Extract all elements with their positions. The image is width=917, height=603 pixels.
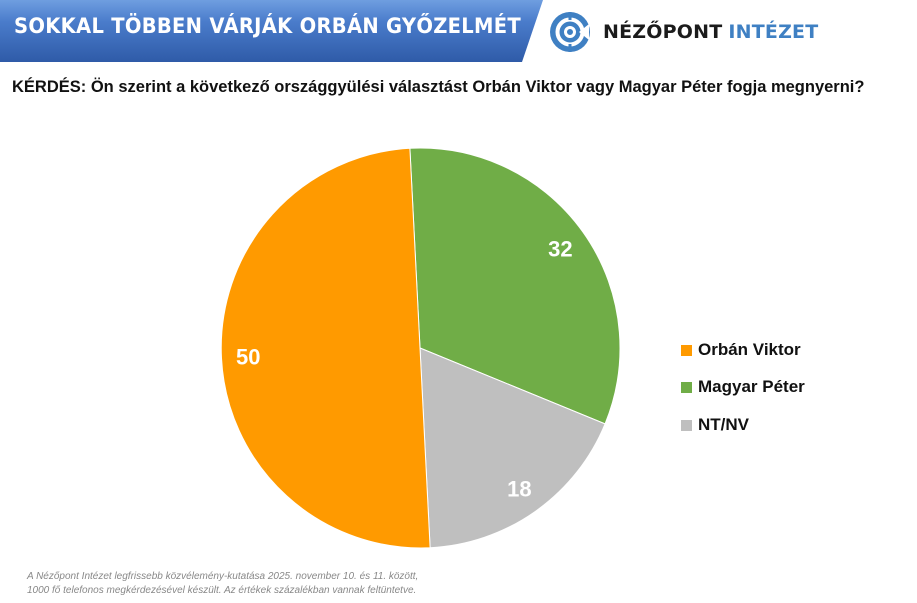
legend-item-orban: Orbán Viktor xyxy=(681,340,801,360)
legend-label: Magyar Péter xyxy=(698,377,805,396)
legend-swatch-magyar xyxy=(681,381,692,393)
nezopont-logo-icon xyxy=(550,12,590,52)
data-label-magyar: 32 xyxy=(548,237,572,262)
logo-text: NÉZŐPONT INTÉZET xyxy=(603,21,818,43)
chart-title: SOKKAL TÖBBEN VÁRJÁK ORBÁN GYŐZELMÉT xyxy=(14,14,521,38)
footnote: A Nézőpont Intézet legfrissebb közvélemé… xyxy=(27,570,418,598)
legend-label: Orbán Viktor xyxy=(698,340,801,359)
logo-name-blue: INTÉZET xyxy=(728,21,819,43)
title-banner xyxy=(0,0,543,62)
data-label-orban: 50 xyxy=(236,345,260,370)
legend-label: NT/NV xyxy=(698,415,749,434)
legend-swatch-ntnv xyxy=(681,419,692,431)
legend-swatch-orban xyxy=(681,344,692,356)
pie-slice-magyar xyxy=(409,147,621,425)
legend-item-magyar: Magyar Péter xyxy=(681,377,805,397)
logo: NÉZŐPONT INTÉZET xyxy=(549,10,818,54)
footnote-line-2: 1000 fő telefonos megkérdezésével készül… xyxy=(27,585,417,596)
legend-item-ntnv: NT/NV xyxy=(681,415,749,435)
data-label-ntnv: 18 xyxy=(507,476,531,501)
pie-slice-ntnv xyxy=(419,347,606,549)
pie-slice-orban xyxy=(220,147,431,549)
logo-name-dark: NÉZŐPONT xyxy=(603,21,723,43)
footnote-line-1: A Nézőpont Intézet legfrissebb közvélemé… xyxy=(27,571,419,582)
survey-question: KÉRDÉS: Ön szerint a következő országgyü… xyxy=(12,78,865,96)
